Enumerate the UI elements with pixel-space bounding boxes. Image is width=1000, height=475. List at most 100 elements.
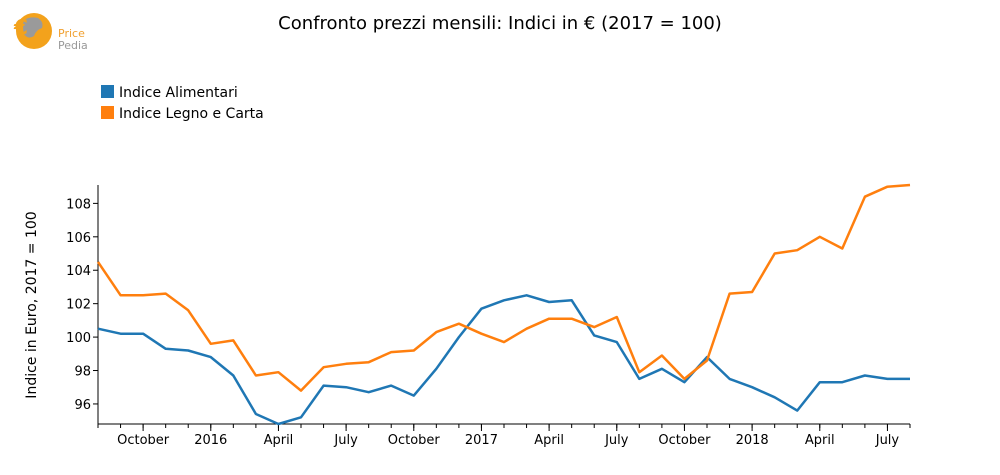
data-point-alimentari[interactable] bbox=[547, 300, 552, 305]
data-point-alimentari[interactable] bbox=[795, 408, 800, 413]
x-tick-label: 2018 bbox=[736, 433, 769, 448]
data-point-alimentari[interactable] bbox=[434, 366, 439, 371]
data-point-alimentari[interactable] bbox=[253, 412, 258, 417]
data-point-legno-carta[interactable] bbox=[817, 234, 822, 239]
data-point-legno-carta[interactable] bbox=[344, 361, 349, 366]
data-point-alimentari[interactable] bbox=[750, 385, 755, 390]
data-point-alimentari[interactable] bbox=[118, 331, 123, 336]
data-point-alimentari[interactable] bbox=[524, 293, 529, 298]
data-point-legno-carta[interactable] bbox=[96, 259, 101, 264]
y-ticks: 96 98 100 102 104 106 108 bbox=[66, 197, 98, 413]
data-point-alimentari[interactable] bbox=[817, 380, 822, 385]
data-point-alimentari[interactable] bbox=[208, 355, 213, 360]
data-point-legno-carta[interactable] bbox=[524, 326, 529, 331]
data-point-alimentari[interactable] bbox=[299, 415, 304, 420]
data-point-alimentari[interactable] bbox=[163, 346, 168, 351]
data-point-alimentari[interactable] bbox=[96, 326, 101, 331]
data-point-alimentari[interactable] bbox=[276, 422, 281, 427]
y-axis-title: Indice in Euro, 2017 = 100 bbox=[24, 211, 40, 398]
y-tick-label: 96 bbox=[74, 398, 91, 413]
y-tick-label: 98 bbox=[74, 365, 91, 380]
data-point-legno-carta[interactable] bbox=[569, 316, 574, 321]
data-point-legno-carta[interactable] bbox=[456, 321, 461, 326]
data-point-alimentari[interactable] bbox=[456, 335, 461, 340]
data-point-legno-carta[interactable] bbox=[727, 291, 732, 296]
data-point-legno-carta[interactable] bbox=[118, 293, 123, 298]
data-point-legno-carta[interactable] bbox=[885, 184, 890, 189]
data-point-legno-carta[interactable] bbox=[411, 348, 416, 353]
x-tick-label: July bbox=[604, 433, 629, 448]
data-point-legno-carta[interactable] bbox=[366, 360, 371, 365]
data-point-alimentari[interactable] bbox=[231, 373, 236, 378]
data-point-legno-carta[interactable] bbox=[750, 290, 755, 295]
x-tick-label: October bbox=[117, 433, 170, 448]
x-tick-label: October bbox=[658, 433, 711, 448]
data-point-alimentari[interactable] bbox=[569, 298, 574, 303]
data-point-alimentari[interactable] bbox=[344, 385, 349, 390]
data-point-alimentari[interactable] bbox=[186, 348, 191, 353]
data-point-legno-carta[interactable] bbox=[840, 246, 845, 251]
data-point-legno-carta[interactable] bbox=[502, 340, 507, 345]
data-point-legno-carta[interactable] bbox=[479, 331, 484, 336]
data-point-alimentari[interactable] bbox=[141, 331, 146, 336]
x-ticks: October 2016 April July October 2017 April July… bbox=[97, 424, 911, 448]
data-point-legno-carta[interactable] bbox=[253, 373, 258, 378]
data-point-alimentari[interactable] bbox=[772, 395, 777, 400]
y-tick-label: 106 bbox=[66, 231, 91, 246]
series-line-legno-carta[interactable] bbox=[96, 183, 911, 392]
data-point-legno-carta[interactable] bbox=[208, 341, 213, 346]
data-point-alimentari[interactable] bbox=[908, 376, 913, 381]
data-point-legno-carta[interactable] bbox=[862, 194, 867, 199]
data-point-alimentari[interactable] bbox=[502, 298, 507, 303]
data-point-legno-carta[interactable] bbox=[231, 338, 236, 343]
data-point-legno-carta[interactable] bbox=[637, 370, 642, 375]
data-point-legno-carta[interactable] bbox=[141, 293, 146, 298]
data-point-legno-carta[interactable] bbox=[299, 388, 304, 393]
legend-item-legno-carta[interactable]: Indice Legno e Carta bbox=[101, 106, 264, 122]
axes bbox=[97, 185, 910, 425]
data-point-legno-carta[interactable] bbox=[547, 316, 552, 321]
data-point-legno-carta[interactable] bbox=[276, 370, 281, 375]
data-point-alimentari[interactable] bbox=[862, 373, 867, 378]
data-point-alimentari[interactable] bbox=[592, 333, 597, 338]
data-point-legno-carta[interactable] bbox=[659, 353, 664, 358]
data-point-alimentari[interactable] bbox=[614, 340, 619, 345]
data-point-legno-carta[interactable] bbox=[389, 350, 394, 355]
data-point-alimentari[interactable] bbox=[366, 390, 371, 395]
legend-item-alimentari[interactable]: Indice Alimentari bbox=[101, 85, 238, 101]
data-point-legno-carta[interactable] bbox=[186, 308, 191, 313]
data-point-alimentari[interactable] bbox=[321, 383, 326, 388]
x-tick-label: April bbox=[534, 433, 564, 448]
x-tick-label: 2017 bbox=[465, 433, 498, 448]
legend-swatch-legno-carta bbox=[101, 106, 114, 119]
data-point-legno-carta[interactable] bbox=[705, 358, 710, 363]
data-point-legno-carta[interactable] bbox=[614, 315, 619, 320]
x-tick-label: 2016 bbox=[194, 433, 227, 448]
data-point-alimentari[interactable] bbox=[637, 376, 642, 381]
legend-label-legno-carta: Indice Legno e Carta bbox=[119, 106, 264, 122]
x-tick-label: April bbox=[264, 433, 294, 448]
legend-swatch-alimentari bbox=[101, 85, 114, 98]
data-point-alimentari[interactable] bbox=[479, 306, 484, 311]
data-point-alimentari[interactable] bbox=[659, 366, 664, 371]
data-point-legno-carta[interactable] bbox=[772, 251, 777, 256]
data-point-legno-carta[interactable] bbox=[795, 248, 800, 253]
y-tick-label: 100 bbox=[66, 331, 91, 346]
data-point-alimentari[interactable] bbox=[885, 376, 890, 381]
data-point-alimentari[interactable] bbox=[727, 376, 732, 381]
data-point-legno-carta[interactable] bbox=[321, 365, 326, 370]
data-point-legno-carta[interactable] bbox=[908, 183, 913, 188]
data-point-legno-carta[interactable] bbox=[434, 330, 439, 335]
series-line-alimentari[interactable] bbox=[97, 294, 910, 426]
data-point-legno-carta[interactable] bbox=[592, 325, 597, 330]
x-tick-label: October bbox=[388, 433, 441, 448]
data-point-alimentari[interactable] bbox=[411, 393, 416, 398]
data-point-alimentari[interactable] bbox=[840, 380, 845, 385]
y-tick-label: 108 bbox=[66, 197, 91, 212]
data-point-legno-carta[interactable] bbox=[163, 291, 168, 296]
data-point-legno-carta[interactable] bbox=[682, 376, 687, 381]
x-tick-label: July bbox=[875, 433, 900, 448]
legend-label-alimentari: Indice Alimentari bbox=[119, 85, 238, 101]
data-point-alimentari[interactable] bbox=[389, 383, 394, 388]
series-layer bbox=[96, 183, 913, 427]
